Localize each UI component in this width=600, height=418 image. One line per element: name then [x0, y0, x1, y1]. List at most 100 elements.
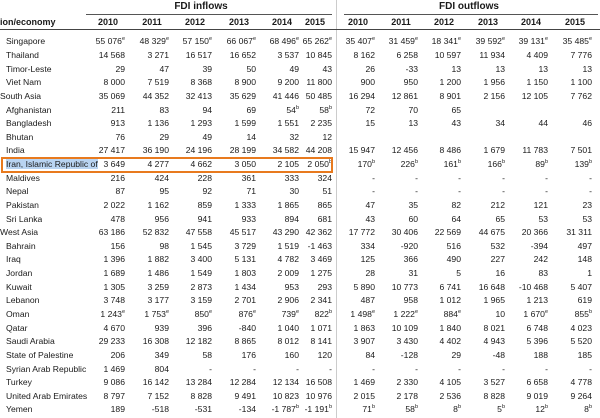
inflow-value: 9 491: [234, 390, 256, 401]
inflow-cell: 92: [170, 185, 212, 199]
economy-name: Timor-Leste: [6, 63, 52, 74]
inflow-cell: 2 873: [170, 281, 212, 295]
outflow-value: 5 890: [353, 281, 375, 292]
inflow-cell: 2 235: [290, 117, 332, 131]
inflow-value: 1 275: [310, 268, 332, 279]
outflow-value: 70: [408, 104, 418, 115]
outflow-value: 8 486: [439, 145, 461, 156]
outflow-value: 15 947: [348, 145, 375, 156]
outflow-cell: 47: [333, 199, 375, 213]
table-row: Kuwait 1 305 3 259 2 873 1 434 953 293 5 890 10 …: [0, 281, 600, 295]
inflow-cell: 2 906: [257, 294, 299, 308]
outflow-value: 185: [577, 349, 592, 360]
inflow-value: 293: [317, 281, 332, 292]
inflow-value: 24 196: [185, 145, 212, 156]
inflow-cell: 35 069: [83, 90, 125, 104]
outflow-cell: -: [463, 185, 505, 199]
outflow-value: -33: [405, 63, 418, 74]
inflow-value: 12: [322, 131, 332, 142]
inflows-year-header: 2014: [271, 17, 293, 27]
outflow-value: -920: [400, 240, 418, 251]
outflows-year-header: 2010: [347, 17, 369, 27]
inflow-value: 16 308: [142, 336, 169, 347]
inflow-value: 98: [159, 240, 169, 251]
outflow-value: -: [502, 186, 505, 197]
economy-name: South Asia: [0, 90, 42, 101]
inflow-cell: 29 233: [83, 335, 125, 349]
outflow-value: 47: [365, 199, 375, 210]
inflow-value: 48 329: [139, 36, 166, 47]
inflow-value: 3 259: [147, 281, 169, 292]
outflow-cell: 12b: [506, 403, 548, 417]
inflow-value: 1 396: [103, 254, 125, 265]
inflows-year-header: 2013: [228, 17, 250, 27]
table-row: Bahrain 156 98 1 545 3 729 1 519 -1 463 334 -920…: [0, 240, 600, 254]
inflow-cell: 69: [214, 104, 256, 118]
inflow-cell: 1 136: [127, 117, 169, 131]
outflow-value: 17 772: [348, 227, 375, 238]
outflow-value: 15: [365, 118, 375, 129]
inflow-value: 34 582: [272, 145, 299, 156]
outflow-value: 366: [403, 254, 418, 265]
outflow-cell: 5 520: [550, 335, 592, 349]
outflow-value: 1 956: [483, 77, 505, 88]
outflow-cell: 2 156: [463, 90, 505, 104]
inflow-value: 16 508: [305, 377, 332, 388]
table-row: Qatar 4 670 939 396 -840 1 040 1 071 1 863 10 10…: [0, 322, 600, 336]
inflow-cell: 27 417: [83, 144, 125, 158]
outflow-cell: 11 934: [463, 49, 505, 63]
inflow-value: 3 649: [103, 159, 125, 170]
inflow-value: 324: [317, 172, 332, 183]
outflow-value: 26: [365, 63, 375, 74]
footnote-marker: b: [371, 404, 375, 411]
outflow-value: 2 015: [353, 390, 375, 401]
inflow-cell: 12 134: [257, 376, 299, 390]
footnote-marker: e: [121, 309, 125, 315]
outflow-cell: 15 947: [333, 144, 375, 158]
inflow-value: 35 069: [98, 90, 125, 101]
inflow-cell: 1 305: [83, 281, 125, 295]
inflow-cell: 14: [214, 131, 256, 145]
outflow-value: 28: [365, 268, 375, 279]
inflow-cell: -1 191b: [290, 403, 332, 417]
outflow-cell: 3 430: [376, 335, 418, 349]
outflow-value: 31: [408, 268, 418, 279]
outflow-cell: 334: [333, 240, 375, 254]
economy-name: India: [6, 145, 25, 156]
outflow-cell: 6 258: [376, 49, 418, 63]
outflow-cell: 2 178: [376, 390, 418, 404]
outflow-value: 39 131: [518, 36, 545, 47]
inflow-cell: 324: [290, 172, 332, 186]
outflow-cell: 6 748: [506, 322, 548, 336]
inflow-cell: 39: [170, 63, 212, 77]
inflow-value: 55 076: [95, 36, 122, 47]
inflow-value: 822: [314, 309, 329, 319]
outflow-cell: 139b: [550, 158, 592, 172]
inflow-cell: 2 009: [257, 267, 299, 281]
outflow-cell: 1 840: [419, 322, 461, 336]
outflow-cell: 6 741: [419, 281, 461, 295]
economy-name: Oman: [6, 309, 30, 319]
inflow-cell: 156: [83, 240, 125, 254]
outflow-cell: -48: [463, 349, 505, 363]
footnote-marker: e: [165, 36, 169, 43]
inflow-cell: 3 259: [127, 281, 169, 295]
outflow-cell: 8b: [419, 403, 461, 417]
inflow-value: 12 182: [185, 336, 212, 347]
outflow-value: 1: [587, 268, 592, 279]
outflow-cell: 855b: [550, 308, 592, 322]
outflows-rule: [344, 14, 598, 15]
table-row: Singapore 55 076e 48 329e 57 150e 66 067e 68 …: [0, 35, 600, 49]
inflow-cell: 43: [290, 63, 332, 77]
inflow-cell: 681: [290, 213, 332, 227]
inflow-value: 12 284: [229, 377, 256, 388]
outflow-value: 212: [490, 199, 505, 210]
table-row: Sri Lanka 478 956 941 933 894 681 43 60 64 65 53 53: [0, 213, 600, 227]
inflow-cell: 87: [83, 185, 125, 199]
inflow-cell: 32 413: [170, 90, 212, 104]
inflow-cell: 424: [127, 172, 169, 186]
outflow-value: 11 934: [479, 50, 505, 61]
inflow-cell: 1 243e: [83, 308, 125, 322]
inflow-cell: 1 071: [290, 322, 332, 336]
inflow-cell: 1 486: [127, 267, 169, 281]
